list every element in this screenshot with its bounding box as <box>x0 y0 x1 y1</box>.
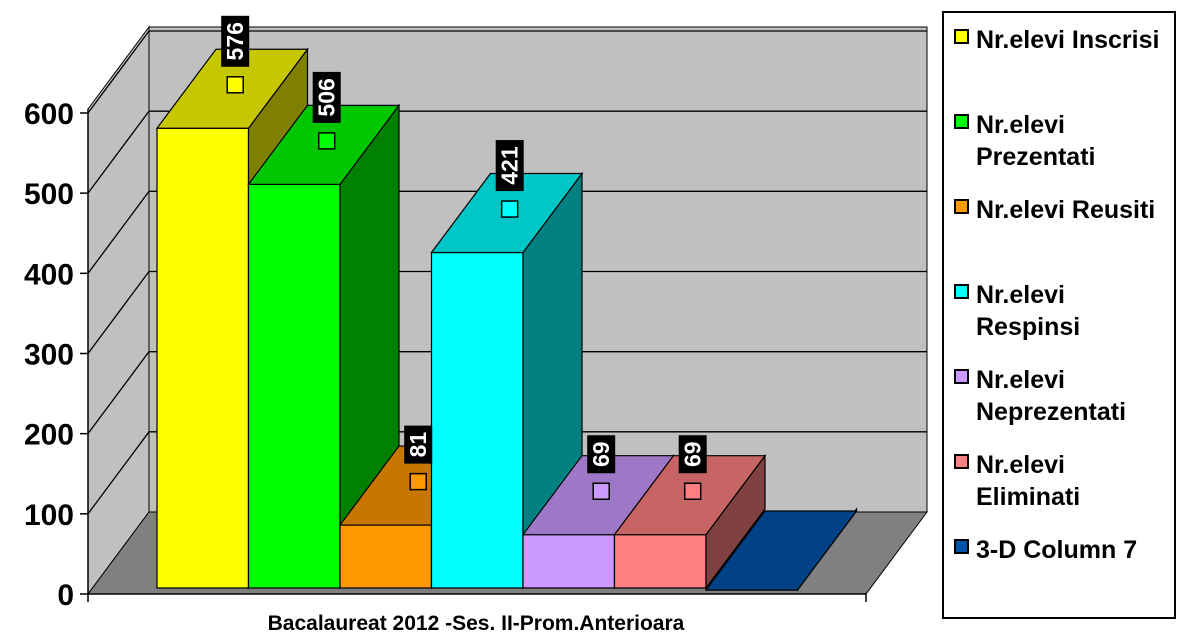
legend-swatch <box>954 29 969 44</box>
data-label: 506 <box>314 78 340 116</box>
legend-swatch <box>954 369 969 384</box>
gridline <box>87 431 927 515</box>
data-label-box <box>221 15 250 67</box>
axes <box>80 109 867 602</box>
legend: Nr.elevi Inscrisi Nr.elevi Prezentati Nr.e… <box>942 11 1176 619</box>
data-marker <box>409 472 427 491</box>
gridline <box>87 351 927 435</box>
y-tick-label: 400 <box>24 258 74 291</box>
data-marker <box>226 76 244 94</box>
y-tick-label: 500 <box>24 178 74 211</box>
data-marker <box>592 482 610 500</box>
bar-chart: 576 506 81 421 69 69 0 100 200 300 400 500 600 Baca… <box>24 15 928 633</box>
data-label-box <box>312 71 341 123</box>
data-label: 81 <box>405 432 431 458</box>
data-marker <box>500 200 519 218</box>
data-marker <box>683 482 702 500</box>
legend-label: Nr.elevi Eliminati <box>976 451 1081 511</box>
legend-swatch <box>954 284 969 299</box>
data-label: 576 <box>222 22 248 60</box>
data-labels: 576 506 81 421 69 69 <box>221 15 707 500</box>
legend-swatch <box>954 199 969 214</box>
gridline <box>87 270 927 354</box>
gridline <box>87 190 927 274</box>
legend-swatch <box>954 454 969 469</box>
bar <box>704 507 858 592</box>
legend-swatch <box>954 539 969 554</box>
y-tick-label: 100 <box>24 499 74 532</box>
data-label: 69 <box>588 441 614 467</box>
legend-label: Nr.elevi Prezentati <box>976 111 1096 171</box>
legend-label: Nr.elevi Neprezentati <box>976 366 1127 426</box>
gridline <box>87 110 927 194</box>
data-label: 421 <box>497 146 523 185</box>
data-marker <box>317 132 336 150</box>
y-axis-ticks: 0 100 200 300 400 500 600 <box>24 98 74 612</box>
legend-label: Nr.elevi Inscrisi <box>976 26 1160 54</box>
data-label-box <box>587 435 616 474</box>
y-tick-label: 200 <box>24 419 74 452</box>
side-wall <box>87 25 150 596</box>
y-tick-label: 600 <box>24 98 74 131</box>
y-tick-label: 0 <box>57 579 74 612</box>
x-category-label: Bacalaureat 2012 -Ses. II-Prom.Anterioar… <box>268 612 685 633</box>
data-label-box <box>404 425 433 464</box>
data-label-box <box>495 140 524 192</box>
legend-label: Nr.elevi Reusiti <box>976 196 1156 224</box>
gridlines <box>87 30 927 515</box>
gridline <box>87 30 927 114</box>
data-label: 69 <box>680 441 706 467</box>
legend-swatch <box>954 114 969 129</box>
legend-label: Nr.elevi Respinsi <box>976 281 1081 341</box>
y-tick-label: 300 <box>24 339 74 372</box>
legend-label: 3-D Column 7 <box>976 536 1138 564</box>
data-label-box <box>678 435 707 474</box>
